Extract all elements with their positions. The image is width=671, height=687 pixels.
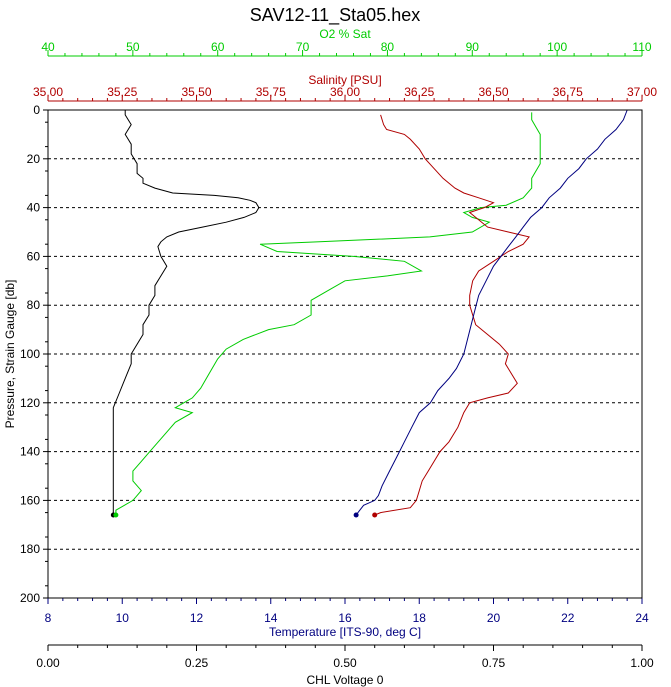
y-tick-label: 20	[27, 152, 41, 166]
data-series	[110, 109, 628, 518]
temperature-tick-label: 12	[190, 611, 204, 625]
salinity-tick-label: 36,00	[330, 85, 360, 99]
y-tick-label: 100	[20, 347, 40, 361]
o2-axis-title: O2 % Sat	[319, 27, 371, 41]
chl-tick-label: 1.00	[630, 656, 654, 670]
chl-axis-title: CHL Voltage 0	[307, 673, 384, 687]
y-tick-label: 180	[20, 542, 40, 556]
gridlines	[48, 158, 642, 550]
o2-tick-label: 100	[547, 40, 567, 54]
plot-frame	[47, 109, 643, 599]
salinity-series-line	[374, 114, 530, 516]
salinity-tick-label: 35,25	[107, 85, 137, 99]
temperature-tick-label: 10	[116, 611, 130, 625]
salinity-tick-label: 35,00	[33, 85, 63, 99]
y-tick-label: 140	[20, 445, 40, 459]
o2-tick-label: 50	[126, 40, 140, 54]
chl-series-line	[112, 110, 260, 515]
salinity-series-end-marker	[372, 512, 378, 518]
chl-tick-label: 0.75	[482, 656, 506, 670]
chl-tick-label: 0.25	[185, 656, 209, 670]
temperature-tick-label: 16	[338, 611, 352, 625]
y-tick-label: 200	[20, 591, 40, 605]
o2-tick-label: 70	[296, 40, 310, 54]
salinity-tick-label: 36,75	[553, 85, 583, 99]
o2-series-end-marker	[113, 512, 119, 518]
temperature-tick-label: 18	[413, 611, 427, 625]
y-tick-label: 40	[27, 201, 41, 215]
o2-tick-label: 80	[381, 40, 395, 54]
temperature-tick-label: 24	[635, 611, 649, 625]
salinity-tick-label: 35,50	[181, 85, 211, 99]
y-axis-label: Pressure, Strain Gauge [db]	[3, 280, 17, 429]
o2-tick-label: 110	[632, 40, 651, 54]
chl-tick-label: 0.00	[36, 656, 60, 670]
y-tick-label: 60	[27, 249, 41, 263]
o2-tick-label: 60	[211, 40, 225, 54]
chart-title: SAV12-11_Sta05.hex	[250, 5, 420, 26]
o2-series-line	[115, 112, 541, 515]
y-tick-label: 0	[33, 103, 40, 117]
y-tick-label: 80	[27, 298, 41, 312]
o2-tick-label: 40	[41, 40, 55, 54]
temperature-series-end-marker	[353, 512, 359, 518]
salinity-tick-label: 35,75	[256, 85, 286, 99]
temperature-tick-label: 20	[487, 611, 501, 625]
axes: 0 20 40 60 80 100 120 140 160 180 200 Pressure, Str…	[3, 27, 657, 687]
temperature-series-line	[355, 109, 628, 516]
salinity-tick-label: 36,25	[404, 85, 434, 99]
y-tick-label: 160	[20, 493, 40, 507]
temperature-axis-title: Temperature [ITS-90, deg C]	[269, 625, 421, 639]
salinity-tick-label: 36,50	[478, 85, 508, 99]
o2-tick-label: 90	[466, 40, 480, 54]
salinity-axis-title: Salinity [PSU]	[308, 73, 381, 87]
salinity-tick-label: 37,00	[627, 85, 657, 99]
y-tick-label: 120	[20, 396, 40, 410]
chl-tick-label: 0.50	[333, 656, 357, 670]
temperature-tick-label: 14	[264, 611, 278, 625]
temperature-tick-label: 8	[45, 611, 52, 625]
temperature-tick-label: 22	[561, 611, 575, 625]
